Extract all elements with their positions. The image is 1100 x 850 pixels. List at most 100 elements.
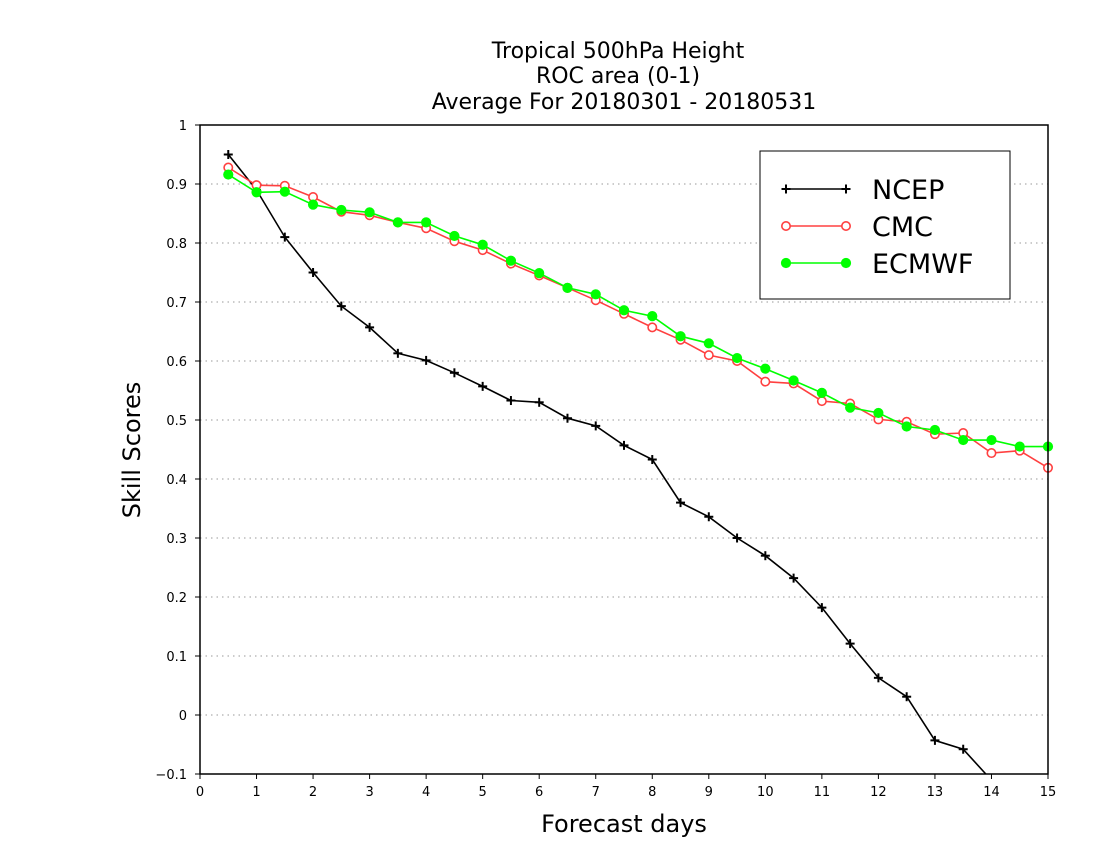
data-point: [760, 376, 771, 387]
data-point: [840, 257, 852, 269]
x-tick-label: 15: [1040, 785, 1057, 800]
legend-entry-cmc: CMC: [780, 212, 933, 243]
x-axis-ticks: 0 1 2 3 4 5 6 7 8 9 10 11 12 13 14 15: [196, 774, 1056, 800]
data-point: [780, 221, 791, 232]
y-tick-label: 1: [179, 119, 187, 134]
data-point: [675, 331, 686, 342]
data-point: [619, 440, 629, 450]
y-tick-label: 0: [179, 709, 187, 724]
data-point: [676, 498, 686, 508]
x-tick-label: 12: [870, 785, 887, 800]
data-point: [1014, 441, 1025, 452]
data-point: [365, 322, 375, 332]
x-tick-label: 4: [422, 785, 430, 800]
data-point: [780, 257, 792, 269]
gridlines: [200, 183, 1048, 716]
series-layer: [223, 150, 1054, 775]
data-point: [506, 396, 516, 406]
data-point: [591, 421, 601, 431]
legend-label: NCEP: [872, 175, 944, 206]
data-point: [478, 381, 488, 391]
title-line-2: ROC area (0-1): [536, 64, 700, 89]
data-point: [930, 735, 940, 745]
data-point: [392, 217, 403, 228]
data-point: [336, 204, 347, 216]
data-point: [477, 239, 488, 250]
data-point: [590, 289, 601, 300]
data-point: [958, 744, 968, 754]
y-tick-label: 0.1: [166, 650, 187, 665]
data-point: [279, 186, 290, 197]
data-point: [781, 184, 791, 194]
data-point: [280, 232, 290, 242]
data-point: [816, 387, 827, 398]
data-point: [223, 169, 234, 180]
data-point: [449, 368, 459, 378]
data-point: [704, 512, 714, 522]
legend-entry-ncep: NCEP: [781, 175, 944, 206]
y-tick-label: 0.4: [166, 473, 187, 488]
y-axis-ticks: −0.1 0 0.1 0.2 0.3 0.4 0.5 0.6 0.7 0.8 0.9 1: [155, 119, 200, 783]
legend-label: CMC: [872, 212, 933, 243]
data-point: [534, 397, 544, 407]
x-tick-label: 10: [757, 785, 774, 800]
x-tick-label: 9: [705, 785, 713, 800]
y-tick-label: 0.8: [166, 237, 187, 252]
data-point: [788, 375, 799, 386]
data-point: [986, 448, 997, 459]
data-point: [505, 255, 517, 266]
x-tick-label: 2: [309, 785, 317, 800]
x-axis-label: Forecast days: [541, 810, 707, 838]
data-point: [647, 455, 657, 465]
data-point: [421, 355, 431, 365]
data-point: [421, 217, 432, 228]
data-point: [840, 221, 851, 232]
x-tick-label: 8: [648, 785, 656, 800]
x-tick-label: 0: [196, 785, 204, 800]
legend-label: ECMWF: [872, 249, 973, 280]
series-line: [227, 154, 987, 775]
x-tick-label: 7: [592, 785, 600, 800]
x-tick-label: 14: [983, 785, 1000, 800]
data-point: [873, 673, 883, 683]
x-tick-label: 11: [814, 785, 831, 800]
data-point: [760, 363, 771, 374]
data-point: [817, 603, 827, 613]
data-point: [562, 282, 573, 293]
data-point: [845, 639, 855, 649]
data-point: [731, 352, 743, 364]
y-axis-label: Skill Scores: [118, 382, 146, 519]
data-point: [902, 692, 912, 702]
data-point: [364, 207, 375, 218]
x-tick-label: 3: [365, 785, 373, 800]
data-point: [986, 434, 997, 446]
data-point: [929, 424, 941, 436]
data-point: [732, 533, 742, 543]
data-point: [223, 150, 233, 159]
data-point: [901, 421, 912, 432]
y-tick-label: 0.6: [166, 355, 187, 370]
data-point: [873, 407, 884, 419]
data-point: [618, 305, 630, 316]
data-point: [845, 402, 856, 413]
data-point: [308, 268, 318, 277]
y-tick-label: −0.1: [155, 768, 187, 783]
x-tick-label: 1: [252, 785, 260, 800]
x-tick-label: 6: [535, 785, 543, 800]
legend-box: [759, 150, 1011, 300]
series-ecmwf: [223, 169, 1054, 452]
data-point: [307, 199, 319, 210]
data-point: [562, 413, 572, 423]
data-point: [841, 184, 851, 194]
legend: NCEP CMC ECMWF: [759, 150, 1011, 300]
y-tick-label: 0.3: [166, 532, 187, 547]
title-line-1: Tropical 500hPa Height: [491, 39, 745, 64]
y-tick-label: 0.7: [166, 296, 187, 311]
data-point: [647, 311, 658, 322]
legend-entry-ecmwf: ECMWF: [780, 249, 973, 280]
data-point: [703, 338, 714, 349]
data-point: [336, 301, 346, 311]
data-point: [647, 322, 658, 333]
chart-title: Tropical 500hPa Height ROC area (0-1) Av…: [432, 39, 817, 115]
